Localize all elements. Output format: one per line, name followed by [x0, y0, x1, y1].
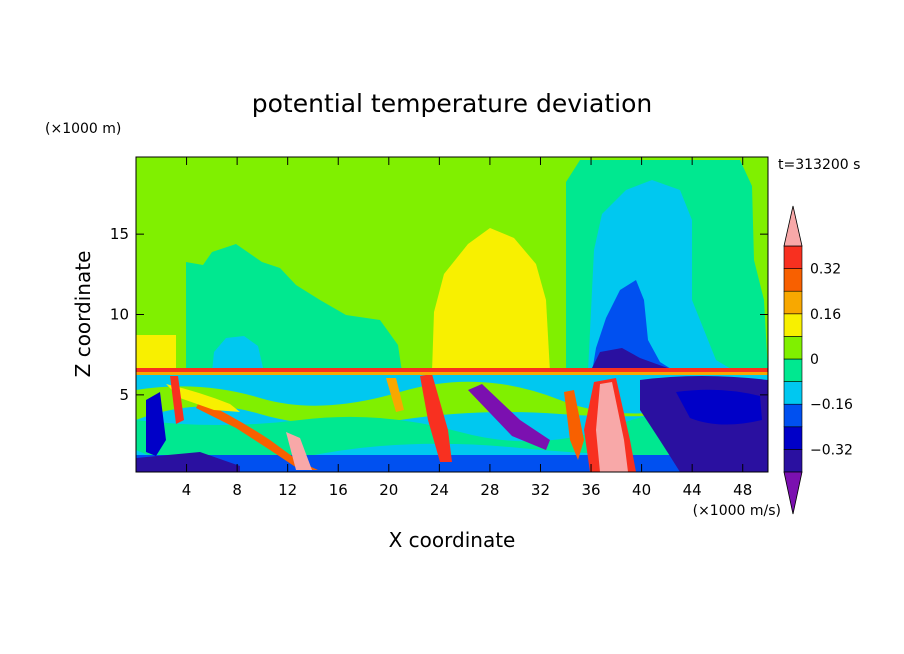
- x-axis: 4 8 12 16 20 24 28 32 36 40 44 48: [182, 157, 752, 499]
- time-label: t=313200 s: [778, 157, 860, 173]
- x-tick-label: 16: [329, 481, 348, 499]
- y-units-label: (×1000 m): [45, 121, 121, 137]
- blue-patch-left: [146, 392, 166, 456]
- y-tick-label: 10: [110, 306, 129, 324]
- y-tick-label: 15: [110, 225, 129, 243]
- colorbar-band: [783, 245, 803, 269]
- blue-core: [592, 280, 676, 372]
- colorbar-band: [783, 290, 803, 315]
- colorbar-tick-label: −0.16: [810, 397, 853, 413]
- dark-patch-left: [136, 452, 240, 472]
- colorbar-band: [783, 403, 803, 428]
- x-axis-label: X coordinate: [389, 528, 516, 552]
- colorbar-band: [783, 426, 803, 450]
- x-tick-label: 32: [531, 481, 550, 499]
- colorbar-top-arrow: [783, 205, 803, 247]
- x-tick-label: 24: [430, 481, 449, 499]
- x-tick-label: 48: [733, 481, 752, 499]
- colorbar-tick-label: 0: [810, 352, 819, 368]
- colorbar-tick-label: 0.32: [810, 262, 841, 278]
- blue-swirl-right: [676, 389, 762, 425]
- dark-tongue: [590, 348, 680, 372]
- x-tick-label: 8: [232, 481, 242, 499]
- lower-turbulence: [136, 372, 768, 472]
- tropopause-orange: [136, 372, 768, 375]
- colorbar-tick-label: 0.16: [810, 307, 841, 323]
- colorbar-tick-label: −0.32: [810, 442, 853, 458]
- x-tick-label: 28: [480, 481, 499, 499]
- yellow-strip-left: [136, 335, 176, 373]
- pink-plume-left: [286, 432, 312, 470]
- x-tick-label: 44: [683, 481, 702, 499]
- orange-streak-mid: [386, 378, 404, 412]
- y-tick-label: 5: [119, 386, 129, 404]
- colorbar-band: [783, 313, 803, 337]
- colorbar: 0.32 0.16 0 −0.16 −0.32: [783, 205, 853, 515]
- pink-column-right: [596, 382, 628, 472]
- x-tick-label: 40: [632, 481, 651, 499]
- purple-streak-mid: [468, 384, 550, 450]
- y-axis: 5 10 15: [110, 225, 768, 404]
- colorbar-band: [783, 381, 803, 405]
- yellow-streak-1: [166, 384, 240, 412]
- x-tick-label: 36: [581, 481, 600, 499]
- x-units-label: (×1000 m/s): [693, 503, 781, 519]
- x-tick-label: 20: [379, 481, 398, 499]
- x-tick-label: 4: [182, 481, 192, 499]
- tropopause-red: [136, 368, 768, 372]
- y-axis-label: Z coordinate: [71, 251, 95, 378]
- orange-streak-1: [196, 400, 318, 470]
- colorbar-band: [783, 268, 803, 292]
- x-tick-label: 12: [278, 481, 297, 499]
- red-streak-left: [170, 376, 184, 424]
- yellow-dome: [432, 228, 550, 372]
- orange-streak-right: [564, 390, 584, 460]
- colorbar-band: [783, 336, 803, 360]
- colorbar-band: [783, 449, 803, 473]
- colorbar-bottom-arrow: [783, 471, 803, 515]
- contour-field: [136, 157, 768, 472]
- colorbar-band: [783, 358, 803, 382]
- chart-title: potential temperature deviation: [252, 89, 652, 118]
- cyan-bubble: [212, 336, 264, 372]
- red-streak-mid: [420, 374, 452, 462]
